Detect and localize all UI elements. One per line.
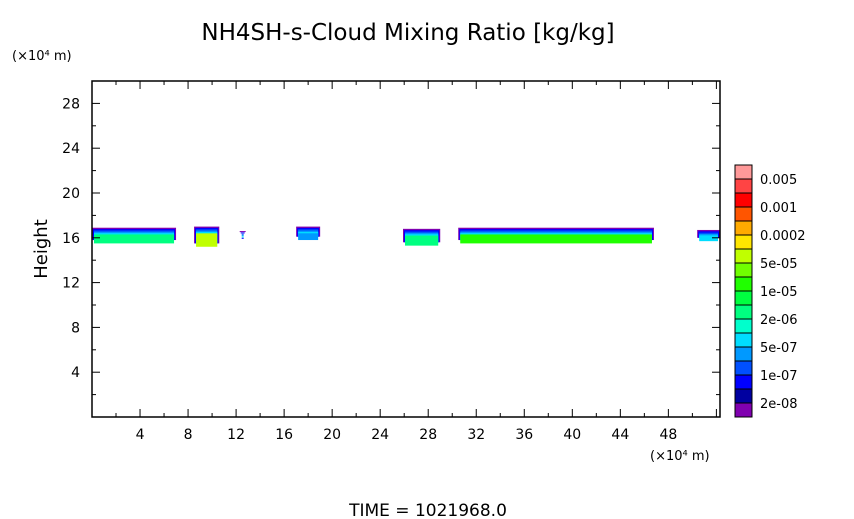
cloud-segment: [194, 226, 220, 247]
colorbar-label: 1e-05: [760, 285, 798, 300]
cloud-segment: [239, 231, 246, 239]
colorbar-label: 5e-05: [760, 257, 798, 272]
y-tick-label: 4: [71, 365, 80, 381]
cloud-layer: [460, 234, 652, 244]
colorbar-label: 1e-07: [760, 369, 798, 384]
colorbar-box: [734, 262, 753, 278]
colorbar-box: [734, 220, 753, 236]
colorbar-box: [734, 346, 753, 362]
colorbar-box: [734, 248, 753, 264]
cloud-layer: [94, 234, 175, 244]
x-tick-label: 8: [184, 427, 193, 443]
colorbar-label: 2e-08: [760, 397, 798, 412]
cloud-layer: [404, 235, 439, 246]
x-tick-label: 16: [275, 427, 293, 443]
cloud-layer: [239, 231, 246, 233]
cloud-segment: [402, 228, 441, 246]
chart-title: NH4SH-s-Cloud Mixing Ratio [kg/kg]: [201, 20, 614, 46]
cloud-segment: [697, 229, 720, 242]
x-tick-label: 28: [419, 427, 437, 443]
time-footer: TIME = 1021968.0: [348, 501, 507, 519]
y-tick-label: 12: [62, 276, 80, 292]
colorbar-box: [734, 318, 753, 334]
y-tick-label: 20: [62, 186, 80, 202]
colorbar-box: [734, 402, 753, 418]
cloud-layer: [298, 233, 319, 241]
x-tick-label: 32: [467, 427, 485, 443]
y-tick-label: 8: [71, 320, 80, 336]
colorbar-label: 0.005: [760, 173, 797, 188]
y-tick-label: 16: [62, 231, 80, 247]
y-axis-label: Height: [31, 219, 52, 279]
colorbar-box: [734, 290, 753, 306]
colorbar-box: [734, 178, 753, 194]
cloud-segment: [92, 227, 177, 244]
colorbar-label: 0.0002: [760, 229, 806, 244]
cloud-segment: [458, 227, 654, 244]
x-tick-label: 20: [323, 427, 341, 443]
y-tick-label: 24: [62, 141, 80, 157]
x-tick-label: 24: [371, 427, 389, 443]
x-unit-label: (×10⁴ m): [650, 449, 710, 464]
x-tick-label: 48: [659, 427, 677, 443]
cloud-layer: [699, 235, 718, 238]
colorbar-box: [734, 332, 753, 348]
cloud-layer: [699, 236, 718, 242]
colorbar-box: [734, 192, 753, 208]
cloud-layer: [241, 237, 244, 239]
cloud-layer: [241, 233, 244, 235]
cloud-layer: [241, 235, 244, 237]
colorbar-label: 2e-06: [760, 313, 798, 328]
plot-frame: [91, 80, 721, 418]
cloud-layer: [240, 232, 245, 234]
colorbar-box: [734, 374, 753, 390]
cloud-layer: [196, 233, 218, 247]
cloud-segment: [296, 226, 321, 241]
x-tick-label: 12: [227, 427, 245, 443]
colorbar-label: 5e-07: [760, 341, 798, 356]
x-tick-label: 44: [611, 427, 629, 443]
x-tick-label: 40: [563, 427, 581, 443]
colorbar-box: [734, 164, 753, 180]
colorbar-box: [734, 388, 753, 404]
colorbar-box: [734, 234, 753, 250]
colorbar-box: [734, 360, 753, 376]
y-unit-label: (×10⁴ m): [12, 49, 72, 64]
x-tick-label: 4: [136, 427, 145, 443]
x-tick-label: 36: [515, 427, 533, 443]
colorbar-box: [734, 276, 753, 292]
cloud-layer: [241, 236, 244, 238]
colorbar-box: [734, 304, 753, 320]
colorbar-box: [734, 206, 753, 222]
y-tick-label: 28: [62, 96, 80, 112]
colorbar-label: 0.001: [760, 201, 797, 216]
